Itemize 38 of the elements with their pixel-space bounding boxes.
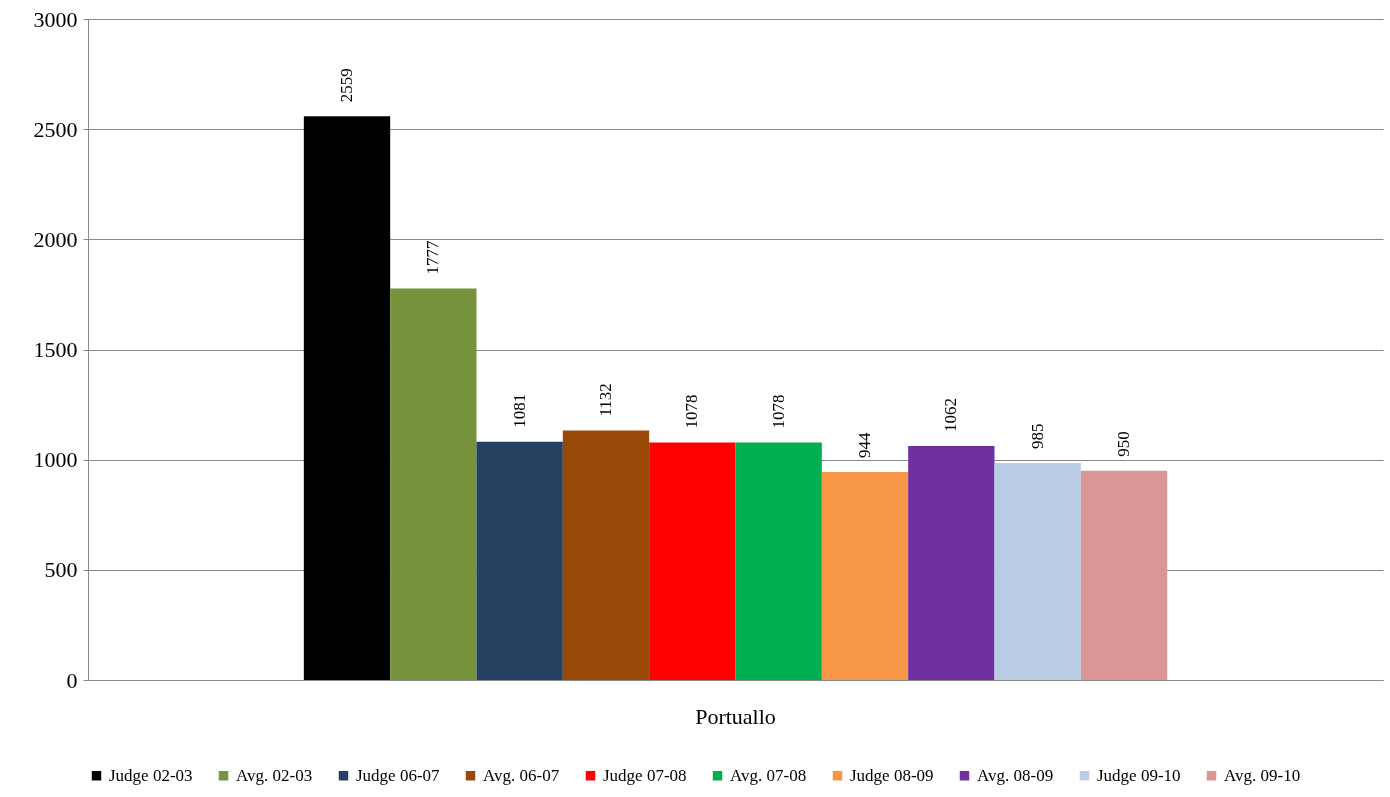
data-label: 1132: [596, 383, 615, 417]
bar: [649, 442, 736, 680]
legend-label: Judge 09-10: [1097, 765, 1181, 785]
bar: [1080, 470, 1168, 680]
legend-label: Avg. 06-07: [483, 765, 560, 785]
data-label: 1078: [682, 394, 702, 429]
legend-label: Avg. 07-08: [730, 765, 807, 785]
legend-label: Judge 02-03: [109, 765, 193, 785]
legend-label: Judge 08-09: [850, 765, 934, 785]
data-label: 1777: [423, 239, 443, 275]
y-tick-label: 3000: [33, 6, 78, 32]
data-label: 985: [1027, 423, 1047, 449]
data-label: 1078: [768, 394, 788, 429]
bar: [476, 441, 563, 680]
y-tick-label: 500: [44, 557, 78, 583]
x-tick-label: Portuallo: [695, 703, 776, 729]
data-label: 1081: [509, 393, 529, 428]
legend-label: Judge 07-08: [603, 765, 687, 785]
bar: [562, 430, 650, 680]
bar: [994, 462, 1081, 680]
y-tick-label: 0: [66, 667, 78, 693]
bar: [303, 116, 391, 680]
y-tick-label: 1500: [33, 337, 78, 362]
legend-label: Avg. 09-10: [1224, 765, 1301, 785]
data-label: 950: [1114, 431, 1133, 457]
bar: [908, 446, 995, 680]
legend-label: Judge 06-07: [356, 765, 441, 785]
data-label: 2559: [337, 68, 356, 103]
bar: [735, 442, 822, 680]
data-label: 1062: [941, 398, 961, 433]
bar: [390, 288, 477, 680]
y-tick-label: 2500: [33, 116, 78, 142]
legend-label: Avg. 08-09: [977, 765, 1054, 785]
legend-label: Avg. 02-03: [236, 765, 313, 785]
y-tick-label: 1000: [33, 447, 78, 473]
y-tick-label: 2000: [33, 226, 78, 252]
data-label: 944: [855, 432, 874, 459]
bar: [821, 472, 909, 680]
